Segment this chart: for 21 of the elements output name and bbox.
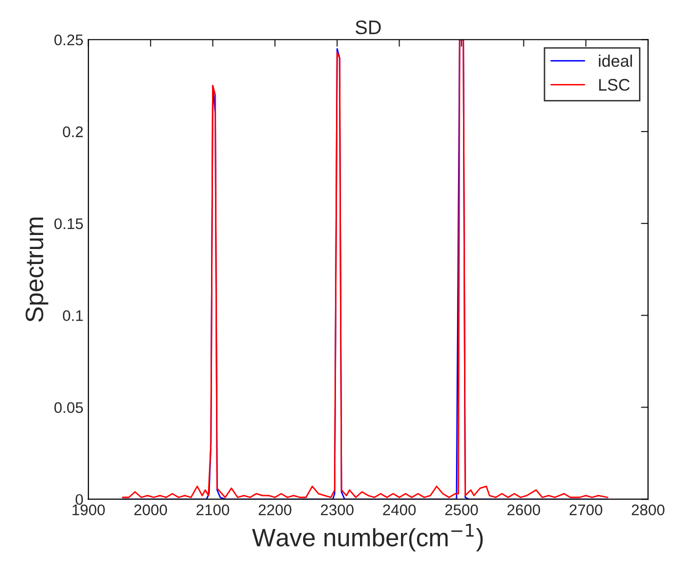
y-tick-label: 0 (76, 494, 83, 505)
y-tick-label: 0.05 (54, 402, 83, 413)
x-tick-label: 2100 (196, 504, 230, 516)
x-tick-label: 2000 (134, 504, 167, 516)
x-tick-label: 2600 (507, 504, 540, 516)
legend-label: ideal (598, 54, 632, 67)
y-tick-label: 0.25 (54, 34, 83, 46)
legend-label: LSC (599, 78, 630, 91)
x-tick-label: 2400 (383, 504, 416, 516)
x-tick-label: 2200 (258, 504, 292, 516)
y-tick-label: 0.15 (54, 218, 83, 230)
x-tick-label: 2300 (320, 504, 354, 516)
x-tick-label: 1900 (72, 504, 105, 516)
chart-title: SD (356, 20, 381, 34)
x-axis-title: Wave number(cm$^{−1}$) (252, 524, 483, 552)
y-axis-title: Spectrum (26, 218, 48, 322)
x-tick-label: 2800 (632, 504, 664, 516)
x-tick-label: 2700 (570, 504, 602, 516)
y-tick-label: 0.2 (62, 126, 83, 138)
x-tick-label: 2500 (445, 504, 478, 516)
y-tick-label: 0.1 (62, 310, 83, 322)
